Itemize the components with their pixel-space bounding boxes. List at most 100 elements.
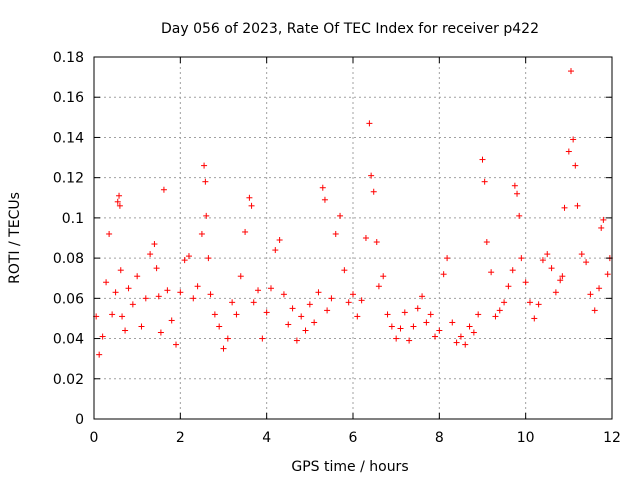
data-point	[147, 251, 154, 258]
data-point	[393, 335, 400, 342]
data-point	[211, 311, 218, 318]
data-point	[185, 253, 192, 260]
data-point	[587, 291, 594, 298]
y-axis-label: ROTI / TECUs	[7, 192, 23, 284]
data-point	[250, 299, 257, 306]
data-point	[207, 291, 214, 298]
data-point	[216, 323, 223, 330]
y-tick-label: 0.1	[62, 211, 84, 227]
y-tick-labels: 0 0.02 0.04 0.06 0.08 0.1 0.12 0.14 0.16 0.18	[53, 50, 84, 428]
data-point	[423, 319, 430, 326]
data-point	[324, 307, 331, 314]
data-point	[370, 188, 377, 195]
data-point	[345, 299, 352, 306]
data-point	[201, 162, 208, 169]
data-point	[561, 204, 568, 211]
y-tick-label: 0.08	[53, 251, 84, 267]
data-point	[514, 190, 521, 197]
data-point	[190, 295, 197, 302]
x-tick-label: 12	[603, 430, 621, 446]
data-point	[259, 335, 266, 342]
grid-lines	[94, 57, 612, 419]
data-point	[505, 283, 512, 290]
data-point	[341, 267, 348, 274]
data-point	[354, 313, 361, 320]
data-point	[168, 317, 175, 324]
data-point	[242, 228, 249, 235]
data-point	[449, 319, 456, 326]
data-point	[116, 192, 123, 199]
data-point	[119, 313, 126, 320]
data-point	[306, 301, 313, 308]
data-point	[591, 307, 598, 314]
data-point	[164, 287, 171, 294]
data-point	[475, 311, 482, 318]
data-point	[436, 327, 443, 334]
data-point	[155, 293, 162, 300]
x-tick-label: 2	[176, 430, 185, 446]
data-point	[198, 230, 205, 237]
data-point	[181, 257, 188, 264]
data-point	[298, 313, 305, 320]
data-point	[368, 172, 375, 179]
data-point	[518, 255, 525, 262]
data-point	[373, 239, 380, 246]
y-tick-label: 0.16	[53, 90, 84, 106]
data-point	[112, 289, 119, 296]
data-point	[598, 224, 605, 231]
data-point	[280, 291, 287, 298]
data-point	[289, 305, 296, 312]
data-point	[559, 273, 566, 280]
data-point	[233, 311, 240, 318]
data-point	[328, 295, 335, 302]
data-point	[526, 299, 533, 306]
data-point	[501, 299, 508, 306]
data-point	[337, 212, 344, 219]
data-point	[153, 265, 160, 272]
data-point	[302, 327, 309, 334]
data-point	[350, 291, 356, 298]
data-point	[332, 230, 339, 237]
data-point	[401, 309, 408, 316]
data-point	[453, 339, 460, 346]
data-point	[142, 295, 149, 302]
axis-ticks	[93, 56, 613, 420]
x-tick-label: 4	[262, 430, 271, 446]
data-point	[567, 68, 574, 75]
data-point	[220, 345, 227, 352]
data-point	[483, 239, 490, 246]
data-point	[160, 186, 167, 193]
data-point	[596, 285, 603, 292]
data-point	[276, 237, 283, 244]
x-tick-label: 10	[517, 430, 535, 446]
data-point	[202, 178, 209, 185]
data-point	[419, 293, 426, 300]
data-point	[481, 178, 488, 185]
data-point	[479, 156, 486, 163]
data-point	[535, 301, 542, 308]
data-point	[103, 279, 110, 286]
data-point	[255, 287, 262, 294]
data-point	[410, 323, 417, 330]
data-point	[114, 198, 121, 205]
y-tick-label: 0.14	[53, 130, 84, 146]
data-point	[539, 257, 546, 264]
data-point	[572, 162, 579, 169]
data-point	[138, 323, 145, 330]
data-point	[557, 277, 564, 284]
data-point	[604, 271, 611, 278]
data-point	[129, 301, 136, 308]
data-point	[96, 351, 103, 358]
data-point	[116, 202, 123, 209]
data-point	[194, 283, 201, 290]
data-point	[109, 311, 116, 318]
data-point	[565, 148, 572, 155]
data-point	[492, 313, 499, 320]
y-tick-label: 0.18	[53, 50, 84, 66]
data-point	[427, 311, 434, 318]
data-point	[99, 333, 106, 340]
data-point	[293, 337, 300, 344]
data-point	[388, 323, 395, 330]
x-tick-label: 8	[435, 430, 444, 446]
data-point	[375, 283, 382, 290]
